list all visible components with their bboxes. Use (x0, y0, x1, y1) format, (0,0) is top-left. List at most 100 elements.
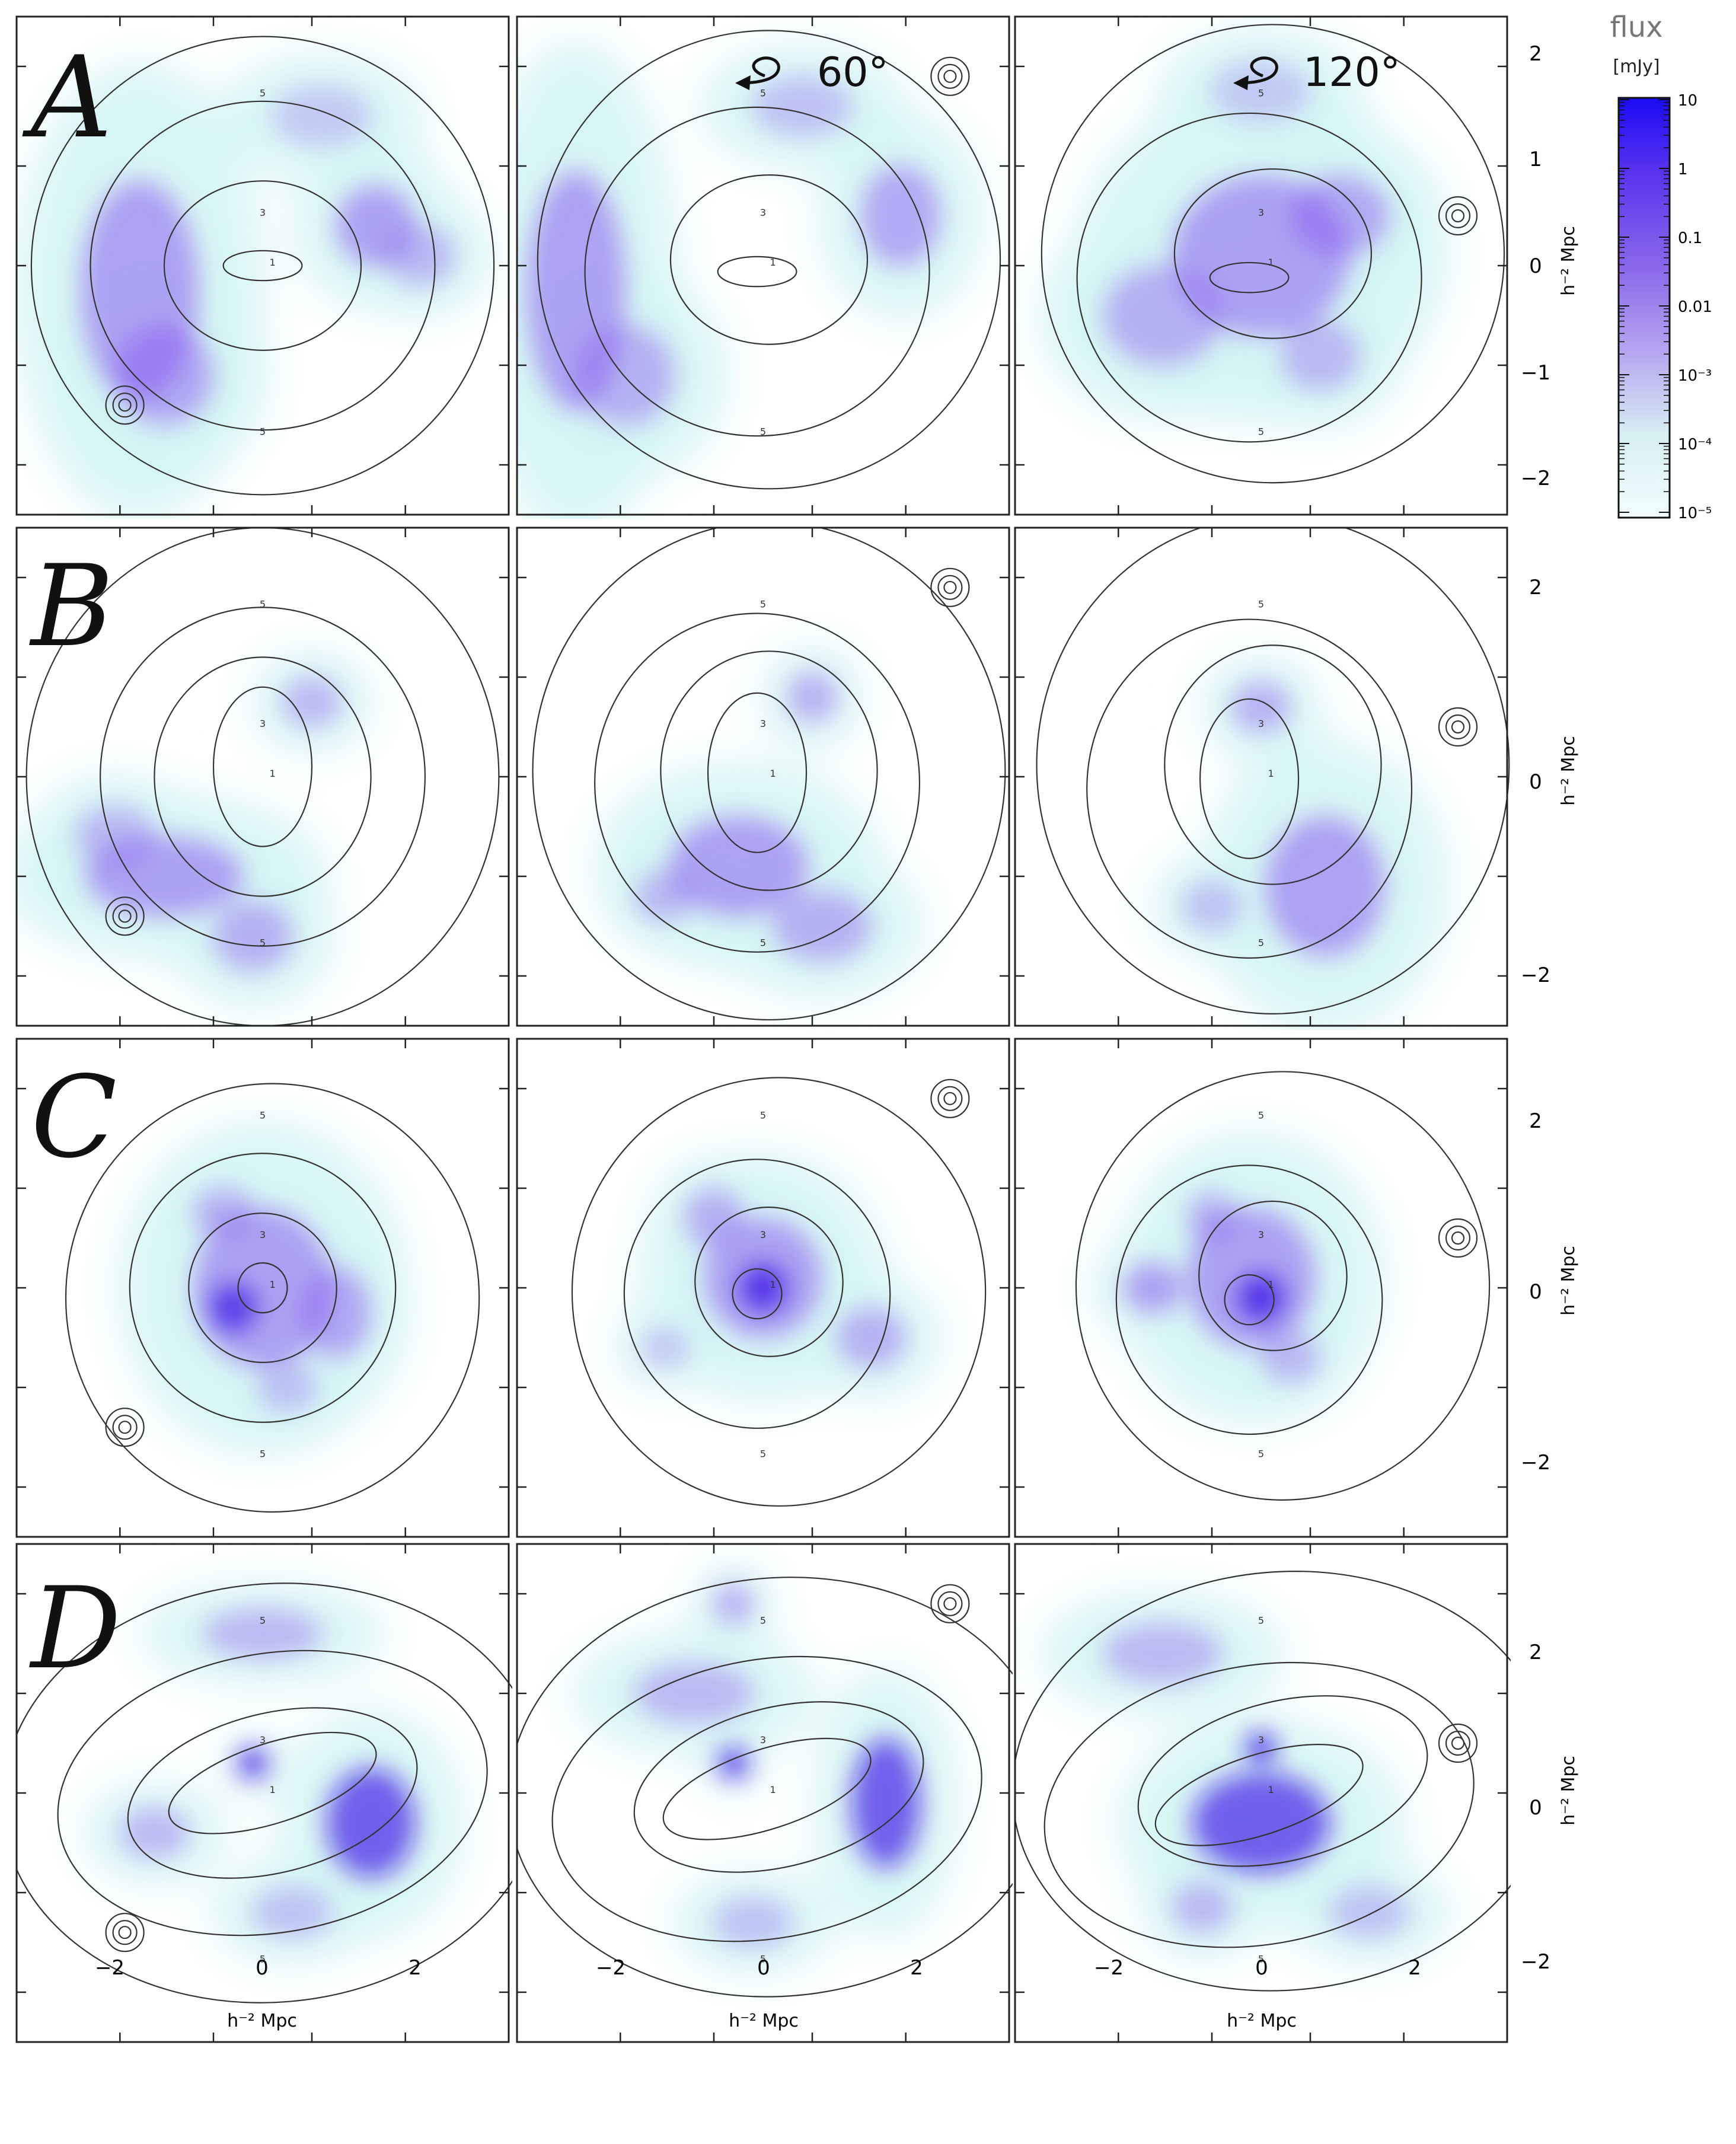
contour-level-label: 5 (260, 1449, 266, 1460)
y-tick-label: −2 (1521, 1950, 1550, 1974)
x-tick-label: 0 (256, 1956, 269, 1980)
y-tick-label: 2 (1529, 1109, 1542, 1133)
emission-map (1103, 1623, 1409, 1938)
row-label-D: D (29, 1563, 121, 1694)
density-contours (1075, 1071, 1491, 1501)
emission-map (1123, 1193, 1320, 1383)
contour-level-label: 5 (260, 1954, 266, 1965)
panel-ticks (1015, 17, 1507, 515)
contour-level-label: 5 (1258, 1449, 1264, 1460)
panel-C-0: 3 5 5 1 (15, 1038, 510, 1538)
colorbar-tick-label: 1 (1678, 161, 1688, 178)
x-axis-title: h⁻² Mpc (227, 2011, 297, 2031)
contour-level-label: 5 (760, 1615, 766, 1626)
y-axis-labels-row-D: 2 0 −2 h⁻² Mpc (1521, 1641, 1579, 1974)
y-tick-label: 2 (1529, 1641, 1542, 1664)
x-tick-label: 2 (910, 1956, 923, 1980)
contour-level-label: 1 (770, 1784, 776, 1795)
contour-level-label: 1 (270, 257, 276, 268)
contour-level-label: 3 (760, 1229, 766, 1240)
contour-level-label: 5 (260, 937, 266, 949)
contour-level-label: 5 (1258, 598, 1264, 610)
panel-ticks (1015, 1544, 1507, 2042)
panel-ticks (17, 1544, 509, 2042)
emission-map (75, 677, 342, 971)
contour-level-label: 5 (1258, 426, 1264, 438)
panel-ticks (517, 1544, 1009, 2042)
contour-level-label: 1 (1268, 768, 1274, 779)
y-axis-title: h⁻² Mpc (1558, 1756, 1579, 1826)
colorbar-tick-label: 0.01 (1678, 298, 1712, 316)
contour-level-label: 5 (1258, 87, 1264, 98)
emission-map (635, 672, 872, 961)
density-contours (532, 528, 1006, 1020)
colorbar-title: flux (1610, 11, 1662, 44)
x-tick-label: −2 (596, 1956, 626, 1980)
rotate-arrow-icon (1237, 56, 1278, 85)
panel-D-120: 3 5 5 1 (1014, 1543, 1511, 2043)
contour-level-label: 3 (260, 718, 266, 729)
contour-level-label: 5 (1258, 1109, 1264, 1121)
density-contours (517, 1577, 1013, 1998)
contour-level-label: 3 (1258, 718, 1264, 729)
panel-ticks (17, 17, 509, 515)
row-label-A: A (22, 32, 112, 163)
rotate-arrow-icon (739, 56, 780, 85)
contour-level-label: 3 (1258, 207, 1264, 218)
y-tick-label: 2 (1529, 42, 1542, 66)
contour-level-label: 5 (760, 1954, 766, 1965)
contour-level-label: 5 (760, 426, 766, 438)
emission-map (80, 86, 455, 425)
panel-A-60: 3 5 5 1 (516, 15, 1010, 519)
y-tick-label: 1 (1529, 148, 1542, 171)
panel-D-60: 3 5 5 1 (516, 1543, 1013, 2043)
contour-level-label: 1 (270, 768, 276, 779)
row-label-B: B (29, 541, 114, 672)
y-tick-label: 2 (1529, 576, 1542, 599)
panel-A-120: 3 5 5 1 (1014, 15, 1508, 516)
y-tick-label: 0 (1529, 254, 1542, 278)
x-tick-label: 2 (1408, 1956, 1421, 1980)
rotation-indicator-60: 60° (735, 49, 889, 96)
row-label-C: C (31, 1052, 117, 1183)
contour-level-label: 5 (260, 1109, 266, 1121)
emission-map (193, 1188, 371, 1412)
panel-C-120: 3 5 5 1 (1014, 1038, 1508, 1538)
y-axis-title: h⁻² Mpc (1558, 226, 1579, 296)
contour-level-label: 5 (760, 598, 766, 610)
density-contours (17, 1583, 512, 2003)
colorbar-tick-label: 10⁻⁵ (1678, 505, 1712, 522)
emission-map (526, 76, 940, 425)
panel-ticks (517, 17, 1009, 515)
contour-level-label: 1 (1268, 1784, 1274, 1795)
x-tick-label: 0 (1255, 1956, 1268, 1980)
panel-ticks (17, 528, 509, 1026)
contour-level-label: 5 (760, 87, 766, 98)
emission-map (640, 1188, 906, 1368)
rotation-label-120: 120° (1303, 49, 1400, 96)
x-axis-labels: −2 0 2 h⁻² Mpc −2 0 2 h⁻² Mpc −2 0 2 h⁻²… (95, 1956, 1421, 2031)
emission-map (1103, 61, 1389, 390)
density-contours (1036, 528, 1510, 1014)
contour-level-label: 5 (1258, 1954, 1264, 1965)
contour-level-label: 5 (260, 598, 266, 610)
density-contours (537, 30, 1001, 490)
colorbar-unit: [mJy] (1613, 56, 1660, 77)
x-axis-title: h⁻² Mpc (729, 2011, 799, 2031)
panel-B-0: 3 5 5 1 (15, 527, 510, 1027)
contour-level-label: 3 (760, 718, 766, 729)
x-tick-label: −2 (1094, 1956, 1124, 1980)
y-axis-labels-row-B: 2 0 −2 h⁻² Mpc (1521, 576, 1579, 987)
y-tick-label: −1 (1521, 361, 1550, 385)
panel-ticks (517, 528, 1009, 1026)
x-tick-label: 2 (409, 1956, 422, 1980)
y-axis-labels-row-C: 2 0 −2 h⁻² Mpc (1521, 1109, 1579, 1475)
rotation-label-60: 60° (817, 49, 889, 96)
row-labels: A B C D (22, 32, 121, 1694)
density-contours (1041, 24, 1505, 484)
colorbar-tick-label: 10 (1678, 92, 1697, 110)
contour-level-label: 3 (1258, 1229, 1264, 1240)
y-tick-label: −2 (1521, 467, 1550, 490)
contour-level-label: 1 (1268, 257, 1274, 268)
